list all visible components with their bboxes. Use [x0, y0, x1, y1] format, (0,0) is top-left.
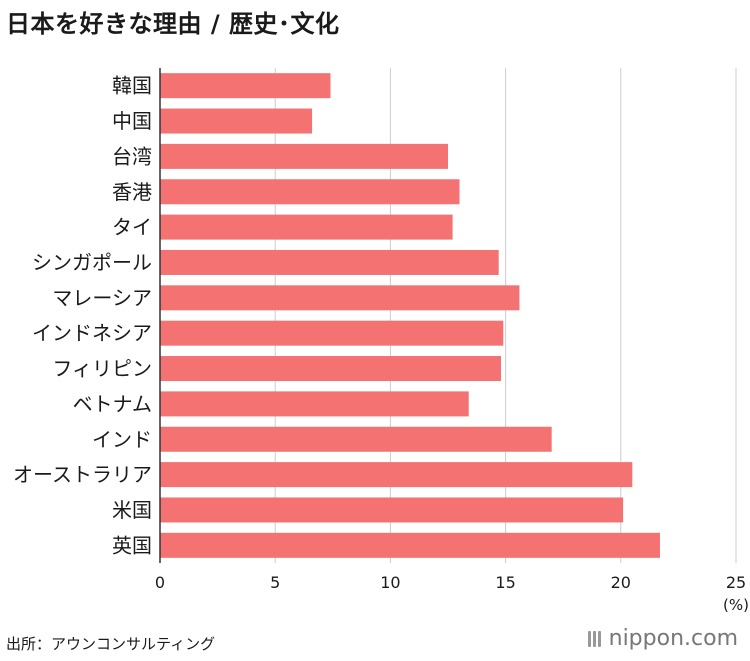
- bar: [160, 143, 448, 169]
- x-tick-label: 10: [380, 573, 400, 592]
- bar: [160, 108, 313, 134]
- category-label: マレーシア: [52, 286, 152, 310]
- x-unit-label: (%): [723, 596, 749, 614]
- category-label: 英国: [112, 533, 152, 557]
- bar: [160, 214, 453, 240]
- category-label: 台湾: [112, 144, 152, 168]
- nippon-logo: nippon.com: [587, 626, 738, 651]
- category-label: 香港: [112, 180, 152, 204]
- category-label: インド: [92, 427, 152, 451]
- bar: [160, 356, 501, 382]
- bar: [160, 462, 633, 488]
- logo-mark-icon: [587, 626, 603, 651]
- category-label: フィリピン: [52, 357, 152, 381]
- category-label: 韓国: [112, 74, 152, 98]
- bar: [160, 391, 469, 417]
- x-tick-label: 20: [611, 573, 631, 592]
- category-label: シンガポール: [32, 250, 152, 274]
- bar: [160, 285, 520, 311]
- category-label: オーストラリア: [13, 463, 152, 487]
- bar: [160, 497, 624, 523]
- category-label: 中国: [112, 109, 152, 133]
- category-label: 米国: [112, 498, 152, 522]
- category-label: タイ: [112, 215, 152, 239]
- x-tick-label: 5: [270, 573, 280, 592]
- x-tick-label: 25: [726, 573, 746, 592]
- bar: [160, 249, 499, 275]
- bar: [160, 179, 460, 205]
- category-label: インドネシア: [32, 321, 152, 345]
- bar: [160, 426, 552, 452]
- category-label: ベトナム: [73, 392, 152, 416]
- bar: [160, 532, 660, 558]
- bar: [160, 73, 331, 99]
- x-tick-label: 0: [155, 573, 165, 592]
- x-tick-label: 15: [495, 573, 515, 592]
- bar: [160, 320, 504, 346]
- source-note: 出所：アウンコンサルティング: [6, 635, 216, 653]
- logo-text: nippon.com: [608, 626, 738, 651]
- chart-title: 日本を好きな理由 / 歴史･文化: [6, 10, 340, 38]
